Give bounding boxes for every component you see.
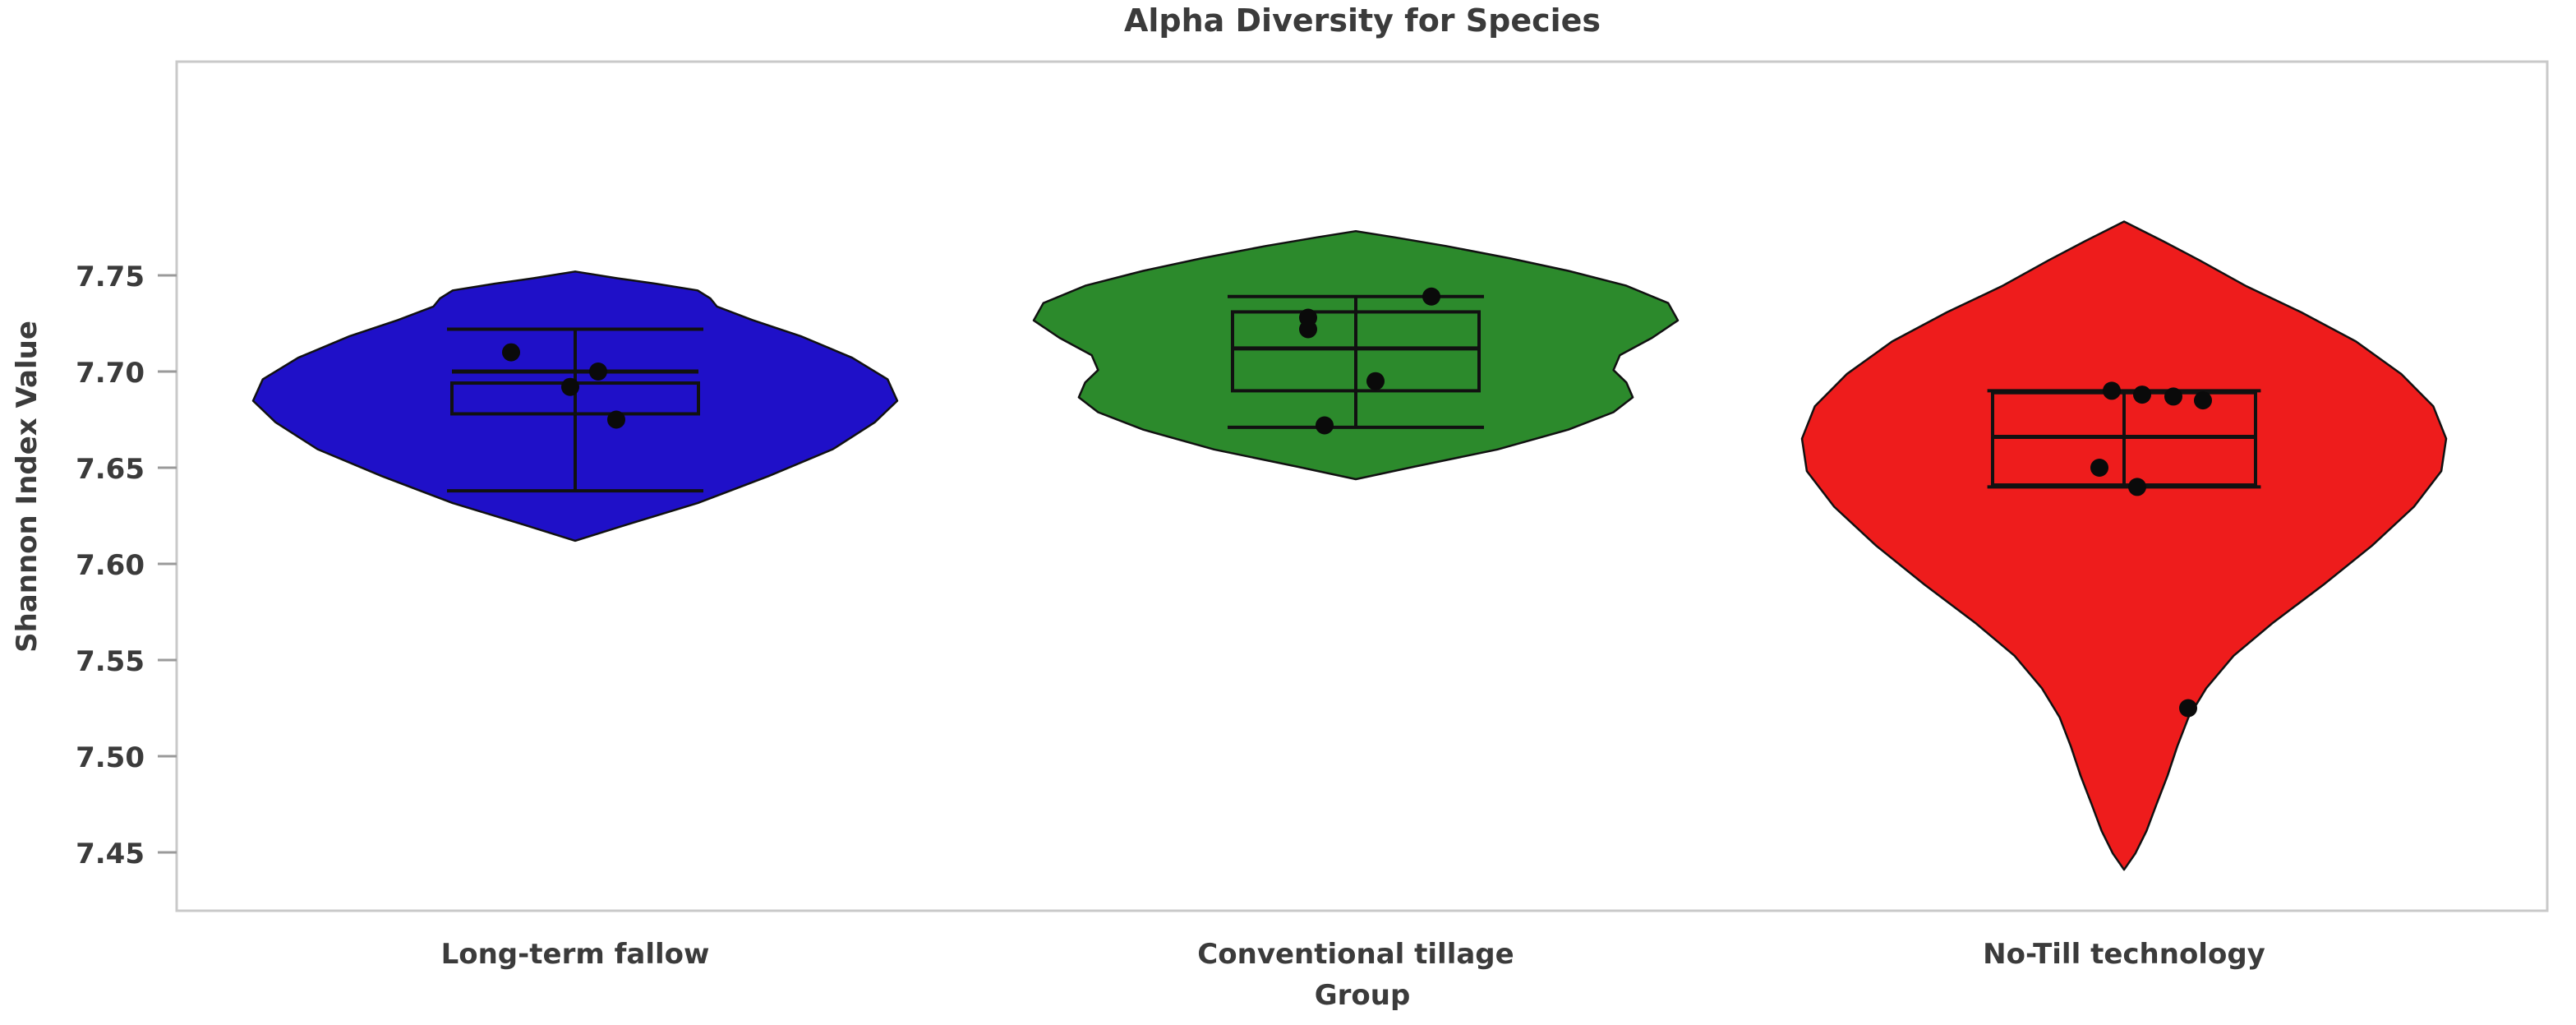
data-point: [1422, 287, 1440, 306]
x-tick-label-0: Long-term fallow: [441, 938, 710, 971]
data-point: [1316, 416, 1334, 435]
data-point: [2179, 699, 2197, 718]
data-point: [561, 377, 579, 396]
data-point: [607, 410, 625, 429]
boxplot-0: [447, 327, 703, 493]
violin-body-2: [1800, 220, 2448, 871]
data-point: [1299, 320, 1317, 339]
y-tick-label-4: 7.65: [76, 453, 145, 486]
x-tick-label-1: Conventional tillage: [1197, 938, 1514, 971]
x-axis-ticks: Long-term fallow Conventional tillage No…: [441, 938, 2265, 971]
data-point: [2090, 459, 2108, 477]
y-tick-label-1: 7.50: [76, 741, 145, 774]
data-point: [502, 343, 520, 362]
data-point: [2164, 387, 2182, 406]
y-axis-label: Shannon Index Value: [11, 321, 44, 653]
y-tick-label-0: 7.45: [76, 838, 145, 870]
y-tick-label-5: 7.70: [76, 357, 145, 390]
data-point: [589, 362, 607, 381]
y-tick-label-2: 7.55: [76, 645, 145, 678]
y-axis-ticks: 7.45 7.50 7.55 7.60 7.65 7.70 7.75: [76, 261, 177, 870]
y-tick-label-3: 7.60: [76, 549, 145, 582]
boxplot-1: [1228, 294, 1484, 429]
data-point: [2133, 386, 2151, 404]
violin-layer: [251, 220, 2448, 871]
box-iqr: [1231, 310, 1481, 393]
data-point: [2103, 381, 2121, 400]
data-point: [1366, 372, 1385, 390]
x-tick-label-2: No-Till technology: [1983, 938, 2265, 971]
y-tick-label-6: 7.75: [76, 261, 145, 293]
x-axis-label: Group: [1315, 979, 1411, 1012]
data-point: [2128, 478, 2146, 496]
boxplot-2: [1987, 389, 2261, 489]
data-point: [2194, 391, 2212, 410]
chart-title: Alpha Diversity for Species: [1124, 2, 1601, 39]
